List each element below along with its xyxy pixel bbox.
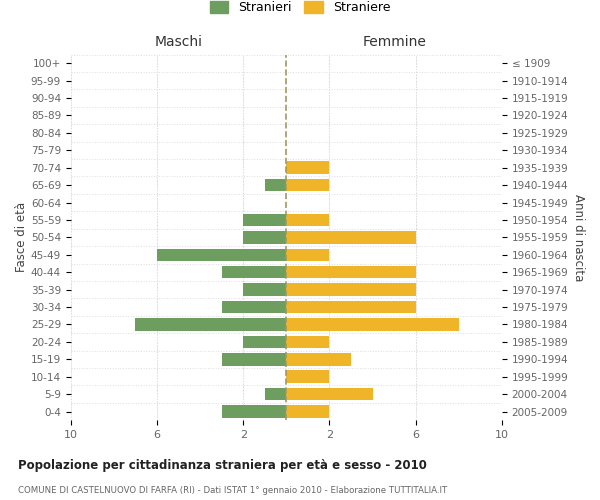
Text: Popolazione per cittadinanza straniera per età e sesso - 2010: Popolazione per cittadinanza straniera p… [18, 460, 427, 472]
Bar [286, 284, 416, 296]
Bar [265, 388, 286, 400]
Bar [286, 214, 329, 226]
Text: Femmine: Femmine [362, 36, 426, 50]
Bar [286, 248, 329, 261]
Bar [286, 318, 459, 330]
Bar [286, 301, 416, 314]
Bar [265, 179, 286, 192]
Bar [286, 231, 416, 243]
Bar [286, 336, 329, 348]
Text: Maschi: Maschi [155, 36, 203, 50]
Bar [243, 284, 286, 296]
Bar [221, 406, 286, 418]
Bar [286, 162, 329, 174]
Bar [243, 214, 286, 226]
Y-axis label: Fasce di età: Fasce di età [15, 202, 28, 272]
Bar [286, 353, 351, 366]
Bar [221, 353, 286, 366]
Bar [286, 179, 329, 192]
Bar [286, 266, 416, 278]
Bar [243, 336, 286, 348]
Legend: Stranieri, Straniere: Stranieri, Straniere [205, 0, 395, 19]
Bar [157, 248, 286, 261]
Bar [221, 301, 286, 314]
Bar [286, 370, 329, 383]
Text: COMUNE DI CASTELNUOVO DI FARFA (RI) - Dati ISTAT 1° gennaio 2010 - Elaborazione : COMUNE DI CASTELNUOVO DI FARFA (RI) - Da… [18, 486, 447, 495]
Bar [221, 266, 286, 278]
Bar [286, 388, 373, 400]
Bar [286, 406, 329, 418]
Bar [243, 231, 286, 243]
Y-axis label: Anni di nascita: Anni di nascita [572, 194, 585, 281]
Bar [136, 318, 286, 330]
